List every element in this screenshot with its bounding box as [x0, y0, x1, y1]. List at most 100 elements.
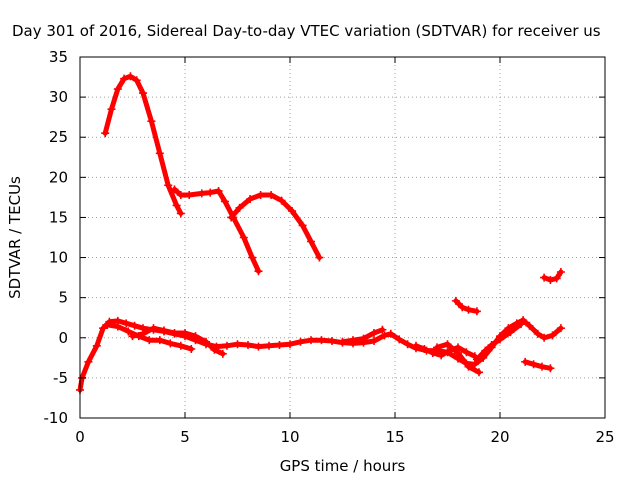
- data-point: [475, 368, 483, 377]
- data-point: [378, 325, 387, 334]
- data-point: [206, 188, 215, 197]
- data-point: [187, 345, 196, 354]
- data-point: [403, 340, 412, 349]
- data-point: [84, 357, 93, 366]
- data-point: [160, 326, 168, 335]
- y-tick-label: -5: [53, 369, 68, 387]
- y-tick-label: 15: [49, 208, 68, 226]
- data-point: [210, 345, 219, 354]
- data-point: [254, 342, 263, 351]
- data-point: [170, 185, 179, 194]
- data-point: [338, 337, 347, 346]
- data-point: [552, 274, 561, 283]
- data-point: [254, 267, 263, 276]
- data-point: [451, 296, 460, 305]
- series-low-branch-1: [103, 320, 196, 354]
- data-point: [107, 105, 116, 114]
- data-point: [120, 74, 129, 83]
- data-point: [458, 303, 467, 312]
- x-tick-label: 20: [490, 428, 509, 446]
- data-point: [239, 233, 248, 242]
- data-point: [525, 321, 534, 330]
- data-point: [395, 335, 404, 344]
- data-point: [470, 360, 479, 369]
- x-axis-label: GPS time / hours: [280, 457, 406, 475]
- data-point: [428, 349, 437, 358]
- data-point: [99, 324, 108, 333]
- y-axis-label: SDTVAR / TECUs: [6, 176, 24, 299]
- series-low-branch-5: [433, 340, 483, 377]
- data-point: [155, 149, 164, 158]
- series-arc-high-2: [170, 185, 263, 276]
- data-point: [267, 190, 276, 199]
- data-point: [256, 190, 265, 199]
- data-point: [380, 331, 389, 340]
- data-point: [472, 307, 481, 316]
- data-point: [349, 336, 357, 345]
- data-point: [132, 76, 141, 85]
- data-point: [244, 340, 252, 349]
- data-point: [181, 328, 189, 337]
- data-point: [227, 213, 236, 222]
- grid: [80, 57, 605, 418]
- series-low-branch-6: [472, 320, 525, 364]
- data-point: [277, 196, 286, 205]
- data-point: [546, 276, 555, 285]
- data-point: [185, 190, 194, 199]
- data-point: [481, 346, 490, 355]
- data-point: [288, 207, 297, 216]
- x-tick-label: 0: [75, 428, 85, 446]
- data-point: [443, 340, 452, 349]
- series-fragment-22h: [540, 267, 565, 285]
- data-point: [370, 336, 378, 345]
- data-point: [286, 340, 294, 349]
- y-tick-label: 0: [58, 329, 68, 347]
- data-point: [307, 237, 315, 246]
- data-point: [176, 190, 185, 199]
- series-arc-high-1: [101, 72, 185, 218]
- data-point: [464, 305, 473, 314]
- data-point: [487, 340, 496, 349]
- data-point: [124, 327, 133, 336]
- data-point: [454, 349, 462, 358]
- data-point: [307, 336, 315, 345]
- y-tick-label: 10: [49, 249, 68, 267]
- series-line: [102, 73, 184, 216]
- y-tick-label: 5: [58, 289, 68, 307]
- data-point: [298, 221, 307, 230]
- series-fragment-18h: [451, 296, 481, 316]
- data-point: [296, 337, 305, 346]
- data-point: [472, 355, 481, 364]
- data-point: [540, 333, 549, 342]
- series-low-branch-3: [338, 325, 387, 346]
- data-point: [275, 340, 284, 349]
- data-point: [197, 189, 206, 198]
- data-point: [464, 362, 473, 371]
- data-point: [101, 129, 110, 138]
- data-point: [538, 362, 546, 371]
- series-line: [130, 325, 226, 357]
- data-point: [126, 72, 135, 81]
- data-point: [359, 334, 368, 343]
- data-point: [214, 186, 223, 195]
- data-point: [233, 340, 242, 349]
- data-point: [556, 267, 565, 276]
- data-point: [529, 360, 538, 369]
- data-point: [546, 364, 555, 373]
- series-line: [474, 321, 524, 362]
- data-point: [412, 341, 420, 350]
- data-point: [103, 320, 112, 329]
- data-point: [533, 329, 542, 338]
- data-point: [521, 357, 530, 366]
- data-point: [540, 273, 549, 282]
- data-point: [191, 332, 200, 341]
- data-point: [556, 324, 565, 333]
- data-point: [166, 339, 175, 348]
- data-point: [433, 343, 441, 352]
- series-fragment-21h: [521, 357, 555, 373]
- data-point: [548, 331, 557, 340]
- data-point: [139, 89, 147, 98]
- y-tick-label: 30: [49, 88, 68, 106]
- data-point: [437, 351, 446, 360]
